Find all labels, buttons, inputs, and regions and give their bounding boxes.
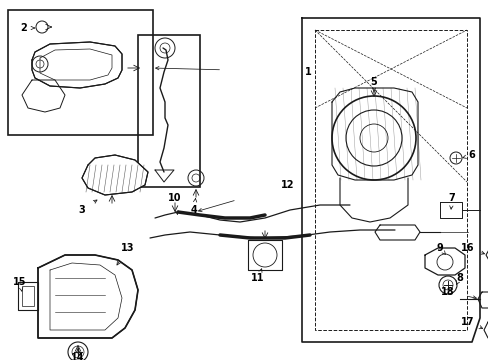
Text: 17: 17 xyxy=(460,317,474,327)
Text: 4: 4 xyxy=(190,205,197,215)
Text: 12: 12 xyxy=(281,180,294,190)
Text: 5: 5 xyxy=(370,77,377,87)
Bar xyxy=(22,286,34,306)
Text: 18: 18 xyxy=(440,287,454,297)
Text: 13: 13 xyxy=(121,243,135,253)
Text: 7: 7 xyxy=(447,193,454,203)
Bar xyxy=(138,35,200,187)
Text: 14: 14 xyxy=(71,353,84,360)
Polygon shape xyxy=(82,155,148,195)
Text: 10: 10 xyxy=(168,193,182,203)
Text: 11: 11 xyxy=(251,273,264,283)
Text: 3: 3 xyxy=(79,205,85,215)
Text: 15: 15 xyxy=(13,277,27,287)
Bar xyxy=(8,10,153,135)
Text: 16: 16 xyxy=(460,243,474,253)
Polygon shape xyxy=(38,255,138,338)
Bar xyxy=(314,30,466,330)
Text: 2: 2 xyxy=(20,23,27,33)
Text: 6: 6 xyxy=(468,150,474,160)
Polygon shape xyxy=(32,42,122,88)
Text: 1: 1 xyxy=(304,67,311,77)
Text: 9: 9 xyxy=(436,243,443,253)
Text: 8: 8 xyxy=(456,273,463,283)
